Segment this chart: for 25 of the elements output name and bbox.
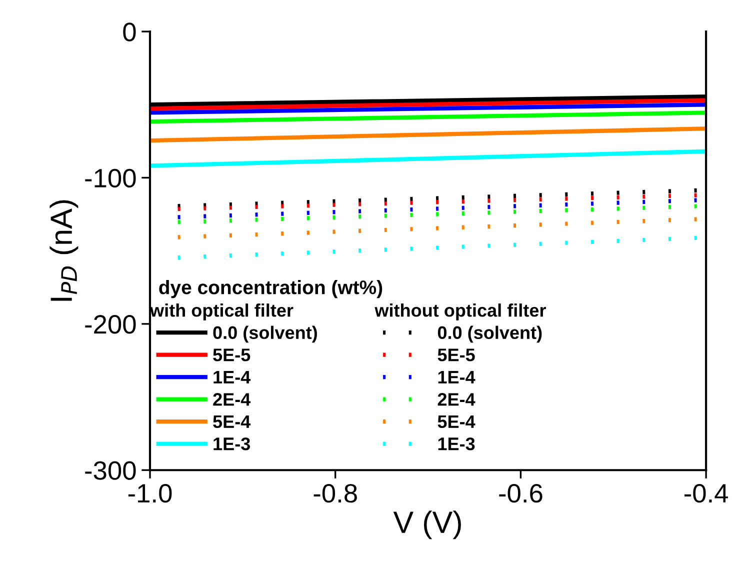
y-axis-title: I$_{PD}$ (nA) xyxy=(50,200,78,301)
x-tick-label: -0.6 xyxy=(499,484,542,503)
legend-label: 1E-3 xyxy=(214,438,250,450)
legend-label: 5E-5 xyxy=(213,348,250,362)
legend-label: 5E-4 xyxy=(438,415,476,428)
y-tick-label: 0 xyxy=(123,22,136,42)
annotation: without optical filter xyxy=(374,304,546,320)
x-tick-label: -1.0 xyxy=(128,484,172,503)
legend-label: 5E-4 xyxy=(213,415,251,428)
legend-label: 1E-3 xyxy=(438,438,475,450)
annotation: with optical filter xyxy=(150,304,294,320)
legend-label: 2E-4 xyxy=(438,393,476,406)
legend-label: 1E-4 xyxy=(214,370,251,384)
legend-label: 5E-5 xyxy=(438,348,475,362)
y-tick-label: -100 xyxy=(85,168,136,188)
legend-label: 2E-4 xyxy=(213,393,251,406)
legend-label: 0.0 (solvent) xyxy=(213,326,317,343)
x-axis-title: V (V) xyxy=(393,510,461,540)
x-tick-label: -0.4 xyxy=(684,484,728,503)
legend-label: 1E-4 xyxy=(438,370,476,384)
y-tick-label: -200 xyxy=(85,315,136,334)
legend-title: dye concentration (wt%) xyxy=(159,280,382,298)
y-tick-label: -300 xyxy=(85,461,136,480)
legend-label: 0.0 (solvent) xyxy=(438,326,542,343)
x-tick-label: -0.8 xyxy=(314,484,357,503)
